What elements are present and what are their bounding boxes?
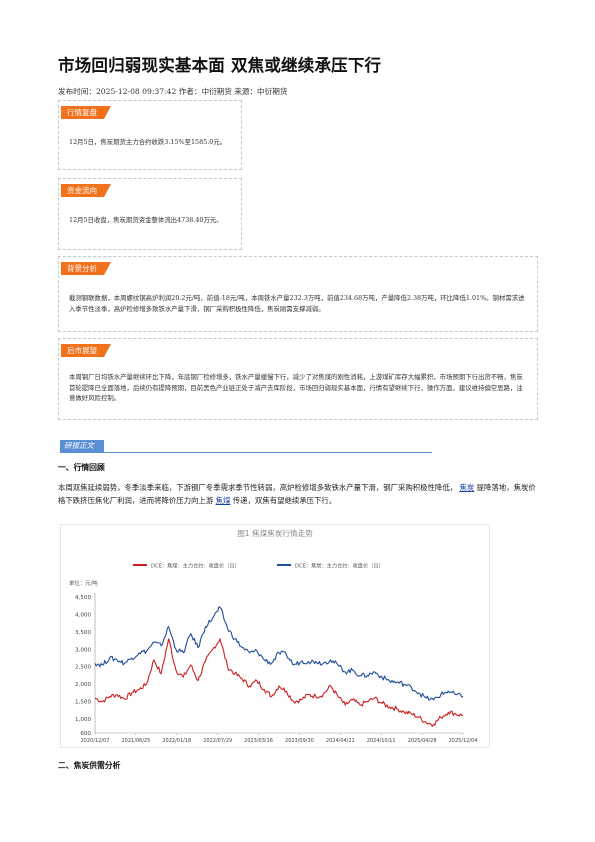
x-tick-label: 2023/09/30 xyxy=(285,738,314,744)
coke-link[interactable]: 焦炭 xyxy=(459,483,475,492)
y-tick-label: 3,000 xyxy=(75,647,91,653)
market-review-text: 12月5日，焦炭期货主力合约收跌3.15%至1585.0元。 xyxy=(69,138,227,146)
summary-box-market-review: 行情复盘 12月5日，焦炭期货主力合约收跌3.15%至1585.0元。 xyxy=(58,100,242,170)
y-tick-label: 600 xyxy=(80,731,91,737)
meta-prefix: 发布时间： xyxy=(58,87,96,96)
coking-coal-link[interactable]: 焦煤 xyxy=(215,496,231,505)
y-tick-label: 2,000 xyxy=(75,682,91,688)
report-header-divider xyxy=(60,452,432,453)
x-tick-label: 2020/12/07 xyxy=(81,738,110,744)
chart-title: 图1 焦煤焦炭行情走势 xyxy=(237,529,313,538)
x-tick-label: 2022/01/18 xyxy=(162,738,191,744)
y-tick-label: 4,500 xyxy=(75,595,91,601)
review-text-1: 本周双焦延续弱势，冬季淡季来临，下游钢厂冬季需求季节性转弱，高炉检修增多致铁水产… xyxy=(58,483,458,492)
series-line-0 xyxy=(94,638,464,727)
y-unit-label: 单位：元/吨 xyxy=(69,579,98,587)
fund-flow-text: 12月5日收盘，焦炭期货资金整体流出4738.40万元。 xyxy=(69,216,223,224)
x-tick-label: 2021/06/25 xyxy=(121,738,150,744)
legend-label-1: DCE：焦炭：主力合约：收盘价（日） xyxy=(295,562,384,570)
tag-outlook: 后市展望 xyxy=(61,344,111,357)
summary-box-outlook: 后市展望 本周钢厂日均铁水产量继续环比下降，年底钢厂检修增多，铁水产量缓慢下行，… xyxy=(58,338,538,420)
x-tick-label: 2024/04/21 xyxy=(326,738,355,744)
x-tick-label: 2025/04/28 xyxy=(408,738,437,744)
y-tick-label: 2,500 xyxy=(75,665,91,671)
legend-label-0: DCE：焦煤：主力合约：收盘价（日） xyxy=(151,562,240,570)
review-text-2: 提降落地，焦炭价格下跌挤压焦化厂利润，进而将降价压力向上游 xyxy=(58,483,536,505)
background-text: 截测钢联数据，本周螺纹钢高炉利润20.2元/吨，前值-18元/吨，本周铁水产量2… xyxy=(69,294,525,313)
summary-box-fund-flow: 资金流向 12月5日收盘，焦炭期货资金整体流出4738.40万元。 xyxy=(58,178,242,250)
y-tick-label: 1,500 xyxy=(75,700,91,706)
y-tick-label: 1,000 xyxy=(75,717,91,723)
chart-canvas: DCE：焦煤：主力合约：收盘价（日） DCE：焦炭：主力合约：收盘价（日） 单位：… xyxy=(69,562,478,745)
x-tick-label: 2024/10/11 xyxy=(367,738,396,744)
tag-background: 背景分析 xyxy=(61,262,111,275)
series-line-1 xyxy=(94,606,464,701)
y-tick-label: 3,500 xyxy=(75,630,91,636)
summary-box-background: 背景分析 截测钢联数据，本周螺纹钢高炉利润20.2元/吨，前值-18元/吨，本周… xyxy=(58,256,538,332)
section-title-review: 一、行情回顾 xyxy=(58,463,105,472)
price-trend-chart: 图1 焦煤焦炭行情走势 DCE：焦煤：主力合约：收盘价（日） DCE：焦炭：主力合… xyxy=(60,524,490,748)
x-tick-label: 2022/07/29 xyxy=(203,738,232,744)
section-title-coke-supply-demand: 二、焦炭供需分析 xyxy=(58,761,121,770)
report-body-header: 研报正文 xyxy=(60,440,104,452)
x-tick-label: 2023/03/16 xyxy=(244,738,273,744)
outlook-text: 本周钢厂日均铁水产量继续环比下降，年底钢厂检修增多，铁水产量缓慢下行，减少了对焦… xyxy=(69,373,523,402)
page-title: 市场回归弱现实基本面 双焦或继续承压下行 xyxy=(58,56,382,75)
review-text-3: 传递，双焦有望继续承压下行。 xyxy=(232,496,337,505)
review-paragraph: 本周双焦延续弱势，冬季淡季来临，下游钢厂冬季需求季节性转弱，高炉检修增多致铁水产… xyxy=(58,481,536,507)
tag-market-review: 行情复盘 xyxy=(61,106,111,119)
y-tick-label: 4,000 xyxy=(75,612,91,618)
meta-author-source: 作者：中衍期货 来源：中衍期货 xyxy=(176,87,288,96)
article-meta: 发布时间：2025-12-08 09:37:42 作者：中衍期货 来源：中衍期货 xyxy=(58,86,287,97)
meta-time: 2025-12-08 09:37:42 xyxy=(95,87,177,96)
x-tick-label: 2025/12/04 xyxy=(449,738,478,744)
tag-fund-flow: 资金流向 xyxy=(61,184,111,197)
